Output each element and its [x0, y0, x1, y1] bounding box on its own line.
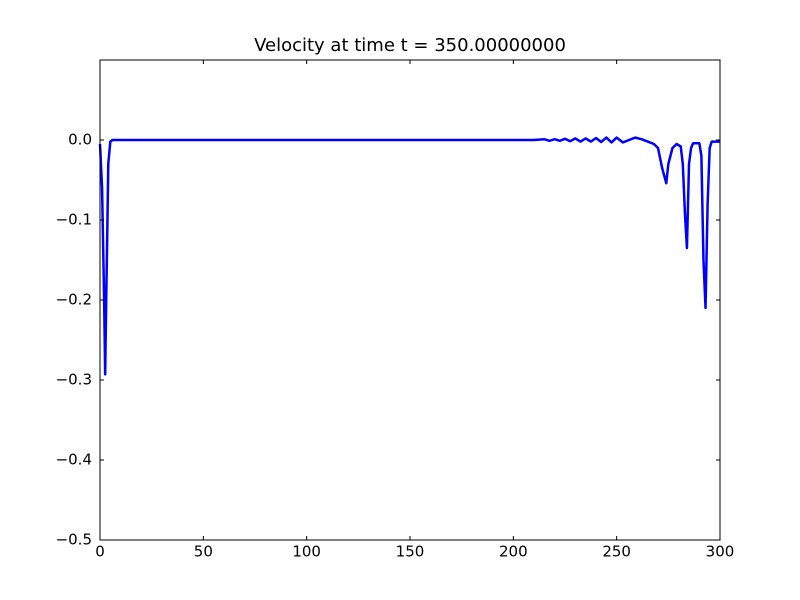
y-tick-label: −0.1 — [56, 211, 92, 229]
x-tick-label: 150 — [396, 543, 425, 561]
y-tick-label: −0.2 — [56, 291, 92, 309]
x-tick-label: 50 — [194, 543, 213, 561]
y-tick-label: 0.0 — [68, 131, 92, 149]
x-tick-label: 200 — [499, 543, 528, 561]
y-tick-label: −0.3 — [56, 371, 92, 389]
plot-frame — [99, 59, 721, 541]
y-tick-label: −0.4 — [56, 451, 92, 469]
x-tick-label: 250 — [602, 543, 631, 561]
chart-title: Velocity at time t = 350.00000000 — [254, 35, 566, 56]
x-tick-label: 0 — [95, 543, 105, 561]
y-tick-label: −0.5 — [56, 531, 92, 549]
x-tick-label: 300 — [706, 543, 735, 561]
data-line — [98, 136, 720, 376]
x-tick-label: 100 — [292, 543, 321, 561]
